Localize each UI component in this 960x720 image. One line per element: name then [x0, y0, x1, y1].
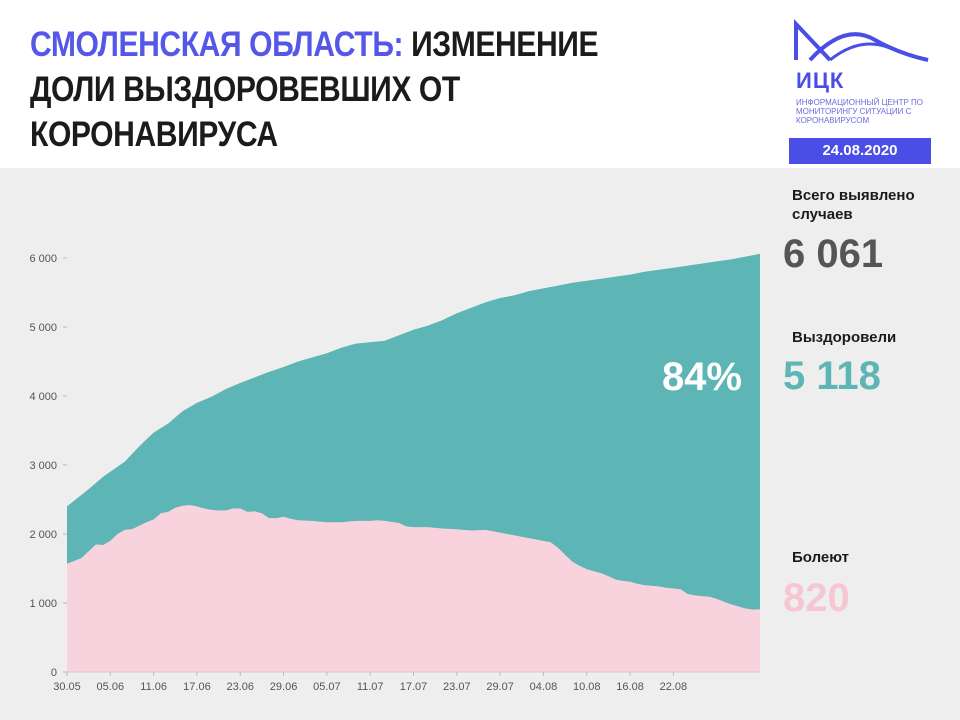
x-tick-label: 30.05	[53, 681, 81, 693]
x-tick-label: 11.07	[357, 681, 384, 693]
x-tick-label: 16.08	[616, 681, 644, 693]
x-tick-label: 29.07	[486, 681, 514, 693]
sick-value: 820	[783, 576, 850, 620]
logo-mountain-icon	[794, 18, 929, 62]
y-tick-label: 4 000	[29, 391, 57, 403]
title-text: изменение доли выздоровевших от коронави…	[30, 25, 599, 154]
x-tick-label: 23.07	[443, 681, 471, 693]
x-tick-label: 22.08	[660, 681, 688, 693]
area-chart: 0 1 000 2 000 3 000 4 000 5 000 6 000 30.05 05.0…	[29, 253, 760, 693]
recovered-value: 5 118	[783, 354, 881, 398]
y-tick-label: 5 000	[29, 322, 57, 334]
logo: ИЦК Информационный центр по мониторингу …	[790, 18, 950, 138]
recovered-percent-label: 84%	[662, 355, 742, 399]
y-tick-label: 2 000	[29, 529, 57, 541]
y-tick-label: 3 000	[29, 460, 57, 472]
y-tick-label: 6 000	[29, 253, 57, 265]
x-tick-label: 29.06	[270, 681, 298, 693]
logo-subtitle: Информационный центр по мониторингу ситу…	[796, 98, 924, 125]
y-tick-label: 0	[51, 667, 57, 679]
recovered-label: Выздоровели	[792, 329, 897, 346]
x-tick-label: 17.07	[400, 681, 428, 693]
sick-label: Болеют	[792, 549, 850, 566]
title-region: Смоленская область:	[30, 25, 404, 64]
sick-area	[67, 505, 760, 672]
total-cases-value: 6 061	[783, 232, 884, 276]
y-tick-label: 1 000	[29, 598, 57, 610]
chart-panel: 0 1 000 2 000 3 000 4 000 5 000 6 000 30.05 05.0…	[0, 168, 960, 720]
logo-abbr: ИЦК	[796, 68, 845, 93]
header: Смоленская область: изменение доли выздо…	[0, 0, 960, 168]
x-tick-label: 17.06	[183, 681, 211, 693]
total-cases-label: Всего выявлено случаев	[792, 187, 915, 223]
date-badge: 24.08.2020	[789, 138, 931, 164]
page-title: Смоленская область: изменение доли выздо…	[30, 22, 649, 157]
x-tick-label: 11.06	[140, 681, 167, 693]
x-tick-label: 23.06	[226, 681, 254, 693]
x-tick-label: 05.06	[97, 681, 125, 693]
x-tick-label: 10.08	[573, 681, 601, 693]
x-tick-label: 04.08	[530, 681, 558, 693]
x-tick-label: 05.07	[313, 681, 341, 693]
